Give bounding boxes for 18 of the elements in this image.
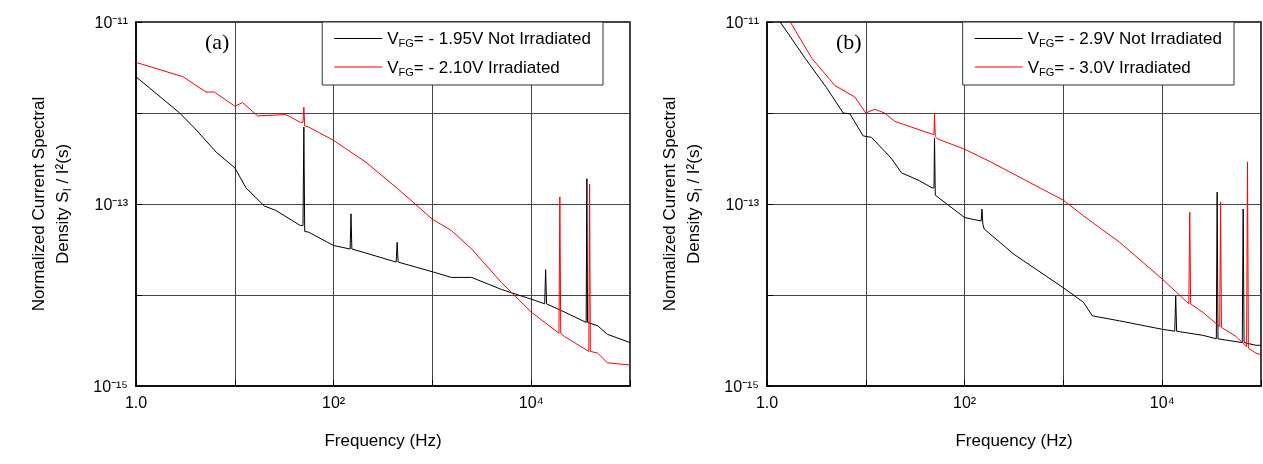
annotation: (b) xyxy=(836,28,862,54)
x-tick-label: 10⁴ xyxy=(518,393,544,411)
y-tick-label: 10⁻¹⁵ xyxy=(93,377,128,395)
y-axis-title: Normalized Current Spectral Density SI / I²(s) xyxy=(659,96,704,312)
y-tick-label: 10⁻¹³ xyxy=(725,195,760,213)
annotation: (a) xyxy=(205,28,230,54)
x-tick-label: 10² xyxy=(953,393,977,411)
y-tick-label: 10⁻¹¹ xyxy=(94,13,128,31)
y-tick-label: 10⁻¹¹ xyxy=(725,13,759,31)
y-axis-title: Normalized Current Spectral Density SI / I²(s) xyxy=(28,96,73,312)
y-tick-label: 10⁻¹³ xyxy=(94,195,129,213)
x-tick-label: 1.0 xyxy=(124,393,148,411)
x-axis-title: Frequency (Hz) xyxy=(955,430,1073,450)
x-axis-title: Frequency (Hz) xyxy=(324,430,442,450)
x-tick-label: 10⁴ xyxy=(1149,393,1175,411)
y-tick-label: 10⁻¹⁵ xyxy=(724,377,759,395)
x-tick-label: 1.0 xyxy=(755,393,779,411)
x-tick-label: 10² xyxy=(322,393,346,411)
